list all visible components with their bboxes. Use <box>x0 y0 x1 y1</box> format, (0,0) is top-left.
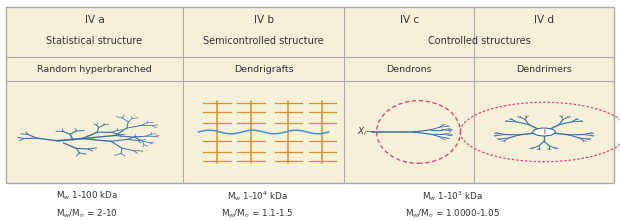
Text: Controlled structures: Controlled structures <box>428 36 530 46</box>
Text: M$_w$/M$_n$ = 1.1-1.5: M$_w$/M$_n$ = 1.1-1.5 <box>221 207 294 220</box>
Text: M$_w$ 1-10$^3$ kDa: M$_w$ 1-10$^3$ kDa <box>422 189 483 203</box>
Text: Random hyperbranched: Random hyperbranched <box>37 65 152 74</box>
Text: I: I <box>543 129 545 135</box>
Text: IV b: IV b <box>254 15 273 25</box>
Text: IV d: IV d <box>534 15 554 25</box>
Text: Semicontrolled structure: Semicontrolled structure <box>203 36 324 46</box>
Text: Dendrigrafts: Dendrigrafts <box>234 65 293 74</box>
Text: $X_i$—: $X_i$— <box>356 126 376 138</box>
Text: IV a: IV a <box>85 15 104 25</box>
Circle shape <box>533 128 555 136</box>
Text: Dendrons: Dendrons <box>386 65 432 74</box>
Text: M$_w$/M$_n$ = 1.0000-1.05: M$_w$/M$_n$ = 1.0000-1.05 <box>405 207 500 220</box>
Text: Dendrimers: Dendrimers <box>516 65 572 74</box>
Text: Statistical structure: Statistical structure <box>46 36 143 46</box>
FancyBboxPatch shape <box>6 7 614 183</box>
Text: M$_w$ 1-10$^4$ kDa: M$_w$ 1-10$^4$ kDa <box>227 189 288 203</box>
Text: M$_w$ 1-100 kDa: M$_w$ 1-100 kDa <box>56 190 118 202</box>
Text: IV c: IV c <box>400 15 419 25</box>
Text: M$_w$/M$_n$ = 2-10: M$_w$/M$_n$ = 2-10 <box>56 207 118 220</box>
